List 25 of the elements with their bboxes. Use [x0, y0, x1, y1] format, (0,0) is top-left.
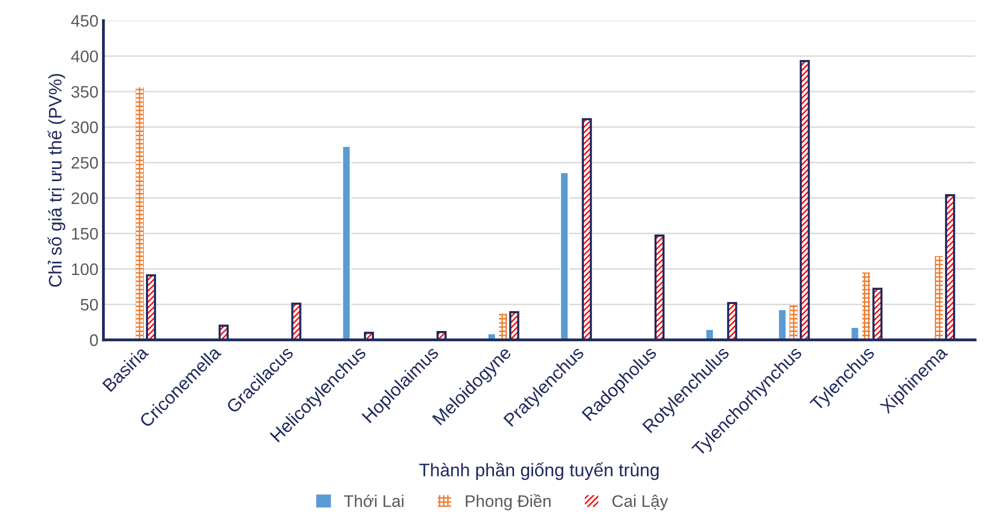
legend-label: Cai Lậy	[612, 494, 668, 510]
y-tick-label: 0	[90, 334, 98, 346]
bar	[498, 314, 507, 340]
y-axis-title: Chỉ số giá trị ưu thế (PV%)	[48, 74, 66, 287]
y-tick-label: 50	[80, 298, 98, 311]
y-tick-label: 150	[72, 228, 98, 240]
x-axis-title: Thành phần giống tuyến trùng	[419, 462, 659, 480]
y-tick-label: 200	[72, 192, 98, 204]
y-tick-label: 450	[71, 15, 98, 27]
bar	[934, 256, 943, 340]
bar	[704, 328, 714, 340]
bar	[862, 272, 870, 340]
bar	[850, 326, 860, 340]
bar	[778, 308, 787, 340]
y-tick-label: 300	[71, 121, 98, 134]
y-tick-label: 400	[71, 50, 98, 62]
bar	[560, 172, 570, 340]
bar	[342, 145, 352, 340]
y-tick-label: 250	[72, 156, 98, 169]
legend-label: Phong Điền	[466, 494, 551, 510]
bar	[790, 305, 798, 340]
bar	[136, 87, 144, 340]
y-tick-label: 350	[71, 86, 98, 98]
legend-label: Thới Lai	[344, 494, 404, 508]
y-tick-label: 100	[72, 263, 98, 276]
